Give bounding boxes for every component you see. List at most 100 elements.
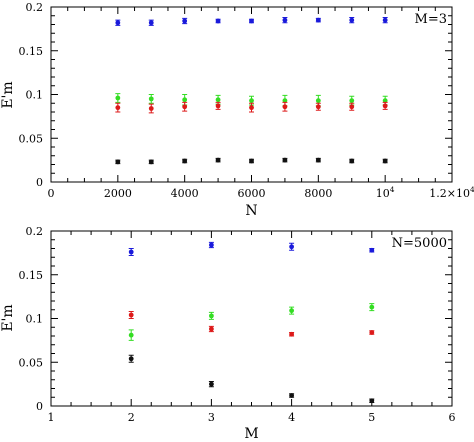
data-point	[115, 102, 121, 113]
y-axis-label: E'm	[0, 304, 16, 331]
data-point	[382, 17, 388, 24]
data-point	[315, 102, 321, 111]
data-marker	[148, 96, 154, 102]
data-marker	[209, 313, 214, 319]
data-point	[128, 329, 134, 341]
data-marker	[382, 17, 388, 23]
data-marker	[382, 103, 388, 109]
y-tick-label: 0.05	[19, 356, 44, 369]
data-marker	[148, 20, 154, 26]
series-4	[115, 157, 388, 165]
data-marker	[128, 332, 134, 338]
data-marker	[209, 326, 214, 332]
data-point	[382, 158, 388, 164]
x-tick-label: 3	[208, 411, 215, 424]
series-1	[115, 17, 388, 26]
data-point	[249, 18, 254, 24]
data-marker	[289, 244, 294, 250]
data-point	[208, 381, 214, 388]
data-marker	[349, 17, 355, 23]
x-tick-label: 6000	[238, 187, 266, 200]
data-marker	[282, 104, 288, 110]
data-marker	[115, 95, 121, 101]
y-tick-label: 0.1	[26, 313, 44, 326]
data-point	[282, 101, 288, 112]
data-marker	[128, 249, 134, 255]
x-tick-label: 4	[288, 411, 295, 424]
y-tick-label: 0.2	[26, 225, 44, 238]
data-marker	[182, 97, 188, 103]
data-marker	[349, 98, 355, 104]
data-point	[148, 103, 154, 114]
x-tick-label: 6	[449, 411, 456, 424]
data-point	[282, 17, 288, 24]
data-marker	[289, 331, 294, 337]
data-marker	[182, 158, 188, 164]
data-marker	[289, 308, 294, 314]
data-marker	[315, 98, 321, 104]
data-point	[115, 159, 121, 165]
data-point	[369, 330, 375, 335]
data-point	[128, 248, 134, 256]
data-point	[289, 393, 295, 398]
data-point	[215, 157, 221, 163]
chart-panel-2: 1 2 3 4 5 6 0 0.05 0.1 0.15 0.2 M E'm N=5000	[0, 225, 456, 442]
data-marker	[369, 247, 375, 253]
data-point	[382, 101, 388, 110]
x-tick-label: 5	[368, 411, 375, 424]
data-marker	[382, 98, 388, 104]
series-3	[115, 101, 388, 114]
data-marker	[315, 157, 321, 163]
y-tick-label: 0.1	[26, 89, 44, 102]
data-marker	[315, 104, 321, 110]
panel-annotation: M=3	[415, 12, 447, 27]
data-marker	[369, 330, 375, 335]
data-point	[289, 242, 295, 251]
data-marker	[115, 20, 121, 26]
data-marker	[249, 98, 254, 104]
y-axis-label: E'm	[0, 81, 16, 108]
x-tick-label: 4000	[171, 187, 199, 200]
data-point	[115, 93, 121, 103]
data-point	[128, 311, 134, 319]
data-point	[215, 18, 221, 24]
data-point	[349, 102, 355, 111]
data-marker	[128, 356, 134, 362]
data-point	[249, 158, 254, 164]
x-axis-label: M	[244, 426, 258, 442]
x-tick-label: 1	[48, 411, 55, 424]
x-tick-label: 2	[128, 411, 135, 424]
y-tick-label: 0.2	[26, 1, 44, 14]
data-point	[148, 19, 154, 26]
data-point	[315, 157, 321, 163]
data-marker	[128, 312, 134, 318]
data-marker	[369, 304, 375, 310]
y-tick-label: 0	[36, 176, 43, 189]
data-point	[208, 325, 214, 333]
data-marker	[148, 106, 154, 111]
x-tick-label: 104	[376, 185, 395, 200]
x-tick-label: 1.2×104	[429, 185, 474, 200]
data-point	[115, 19, 121, 26]
data-marker	[182, 104, 188, 110]
data-point	[148, 94, 154, 104]
data-point	[182, 158, 188, 164]
data-marker	[209, 381, 214, 387]
data-marker	[282, 17, 288, 23]
data-marker	[115, 159, 121, 165]
data-marker	[282, 157, 288, 163]
data-marker	[215, 97, 221, 103]
data-marker	[382, 158, 388, 164]
data-point	[289, 331, 295, 337]
x-tick-label: 8000	[304, 187, 332, 200]
data-point	[369, 303, 375, 312]
plot-frame	[50, 6, 453, 183]
y-tick-label: 0.05	[19, 132, 44, 145]
data-point	[215, 101, 221, 110]
data-marker	[369, 398, 375, 404]
data-marker	[115, 105, 121, 111]
series-3	[128, 311, 375, 337]
data-marker	[182, 18, 188, 24]
data-point	[208, 241, 214, 249]
